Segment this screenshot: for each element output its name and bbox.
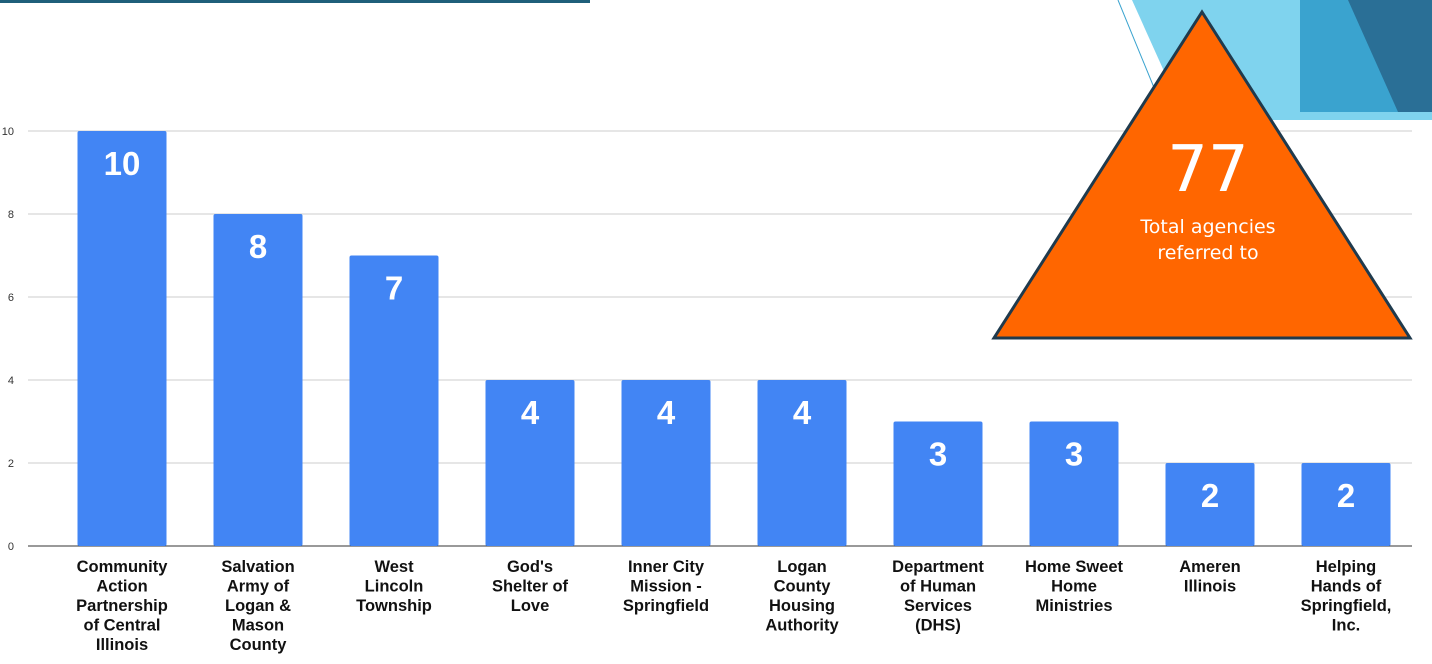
y-tick-label: 6 [8,292,14,304]
category-label-line: West [374,558,414,576]
category-label-line: of Human [900,578,976,596]
category-label-line: Illinois [96,636,148,654]
bar-value-label: 7 [385,270,403,307]
category-label-line: Ameren [1179,558,1240,576]
category-label-line: County [230,636,288,654]
y-axis-ticks: 0 2 4 6 8 10 [2,126,14,553]
category-label-line: Township [356,597,432,615]
category-label-line: Inner City [628,558,705,576]
category-label: God's Shelter of Love [492,558,569,615]
category-labels: Community Action Partnership of Central Illi… [76,558,1391,654]
category-label-line: Action [96,578,147,596]
category-label-line: Love [511,597,550,615]
category-label-line: Army of [227,578,290,596]
category-label-line: Hands of [1311,578,1382,596]
bar-value-label: 8 [249,228,267,265]
category-label-line: Salvation [221,558,294,576]
bar-value-label: 2 [1201,477,1219,514]
bar-value-label: 3 [1065,436,1083,473]
category-label-line: County [774,578,832,596]
y-tick-label: 0 [8,541,14,553]
category-label-line: (DHS) [915,617,961,635]
category-label-line: Department [892,558,984,576]
category-label-line: Lincoln [365,578,424,596]
category-label-line: of Central [83,617,160,635]
category-label-line: Shelter of [492,578,569,596]
category-label-line: Ministries [1035,597,1112,615]
category-label-line: Illinois [1184,578,1236,596]
bar-value-label: 2 [1337,477,1355,514]
category-label-line: Partnership [76,597,168,615]
y-tick-label: 4 [8,375,14,387]
bar-value-label: 3 [929,436,947,473]
bar-value-label: 10 [104,145,141,182]
callout-caption: Total agencies referred to [1118,214,1298,266]
category-label: Home Sweet Home Ministries [1025,558,1124,615]
category-label-line: Home Sweet [1025,558,1124,576]
bar [78,131,167,546]
y-tick-label: 10 [2,126,14,138]
category-label: West Lincoln Township [356,558,432,615]
category-label-line: God's [507,558,553,576]
category-label-line: Authority [765,617,839,635]
category-label-line: Springfield, [1301,597,1392,615]
category-label: Ameren Illinois [1179,558,1240,596]
category-label: Department of Human Services (DHS) [892,558,984,635]
category-label-line: Mission - [630,578,702,596]
category-label: Inner City Mission -Springfield [623,558,709,615]
y-tick-label: 8 [8,209,14,221]
bar-value-label: 4 [521,394,540,431]
category-label: Community Action Partnership of Central Illi… [76,558,168,654]
category-label-line: Community [77,558,169,576]
y-tick-label: 2 [8,458,14,470]
category-label-line: Springfield [623,597,709,615]
category-label-line: Mason [232,617,284,635]
category-label-line: Housing [769,597,835,615]
category-label-line: Logan & [225,597,291,615]
category-label: Helping Hands of Springfield, Inc. [1301,558,1392,635]
category-label-line: Services [904,597,972,615]
category-label-line: Logan [777,558,827,576]
callout-value: 77 [1148,135,1268,205]
bar-value-label: 4 [793,394,812,431]
category-label-line: Inc. [1332,617,1360,635]
category-label-line: Helping [1316,558,1377,576]
bar-value-label: 4 [657,394,676,431]
category-label: Salvation Army of Logan & Mason County [221,558,294,654]
category-label: Logan County Housing Authority [765,558,839,635]
category-label-line: Home [1051,578,1097,596]
